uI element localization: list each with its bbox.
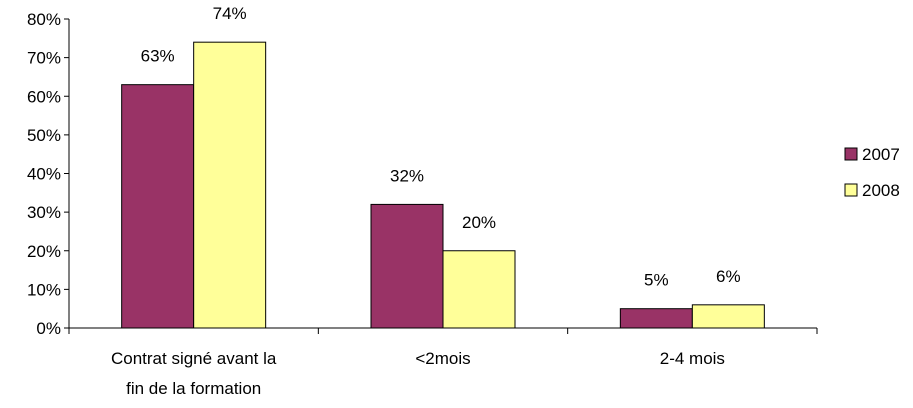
bar-2008-1 — [442, 250, 516, 329]
y-axis: 0% 10% 20% 30% 40% 50% 60% 70% 80% — [27, 10, 70, 338]
x-category-label: <2mois — [415, 349, 470, 368]
x-axis: Contrat signé avant la fin de la formatio… — [68, 327, 818, 398]
legend-swatch-2008 — [844, 183, 858, 197]
y-tick-label: 60% — [27, 87, 61, 106]
data-label-2008-0: 74% — [213, 4, 247, 23]
x-category-label: 2-4 mois — [660, 349, 725, 368]
bar-2007-2 — [619, 308, 693, 329]
legend-label-2008: 2008 — [862, 181, 900, 200]
legend-swatch-2007 — [844, 147, 858, 161]
y-tick-label: 50% — [27, 126, 61, 145]
data-labels: 63% 74% 32% 20% 5% 6% — [141, 4, 741, 290]
legend-label-2007: 2007 — [862, 145, 900, 164]
bar-2007-1 — [370, 203, 444, 329]
data-label-2007-2: 5% — [644, 271, 669, 290]
x-category-label: fin de la formation — [126, 379, 261, 398]
y-tick-label: 10% — [27, 280, 61, 299]
y-tick-label: 80% — [27, 10, 61, 29]
y-tick-label: 20% — [27, 242, 61, 261]
bars — [121, 41, 765, 329]
data-label-2008-1: 20% — [462, 213, 496, 232]
bar-2008-2 — [691, 304, 765, 329]
data-label-2007-0: 63% — [141, 47, 175, 66]
y-tick-label: 40% — [27, 165, 61, 184]
y-tick-label: 30% — [27, 203, 61, 222]
legend: 2007 2008 — [844, 145, 900, 200]
x-category-label: Contrat signé avant la — [111, 349, 277, 368]
data-label-2007-1: 32% — [390, 166, 424, 185]
data-label-2008-2: 6% — [716, 267, 741, 286]
y-tick-label: 70% — [27, 49, 61, 68]
bar-2008-0 — [193, 41, 267, 329]
bar-2007-0 — [121, 84, 195, 329]
y-tick-label: 0% — [36, 319, 61, 338]
